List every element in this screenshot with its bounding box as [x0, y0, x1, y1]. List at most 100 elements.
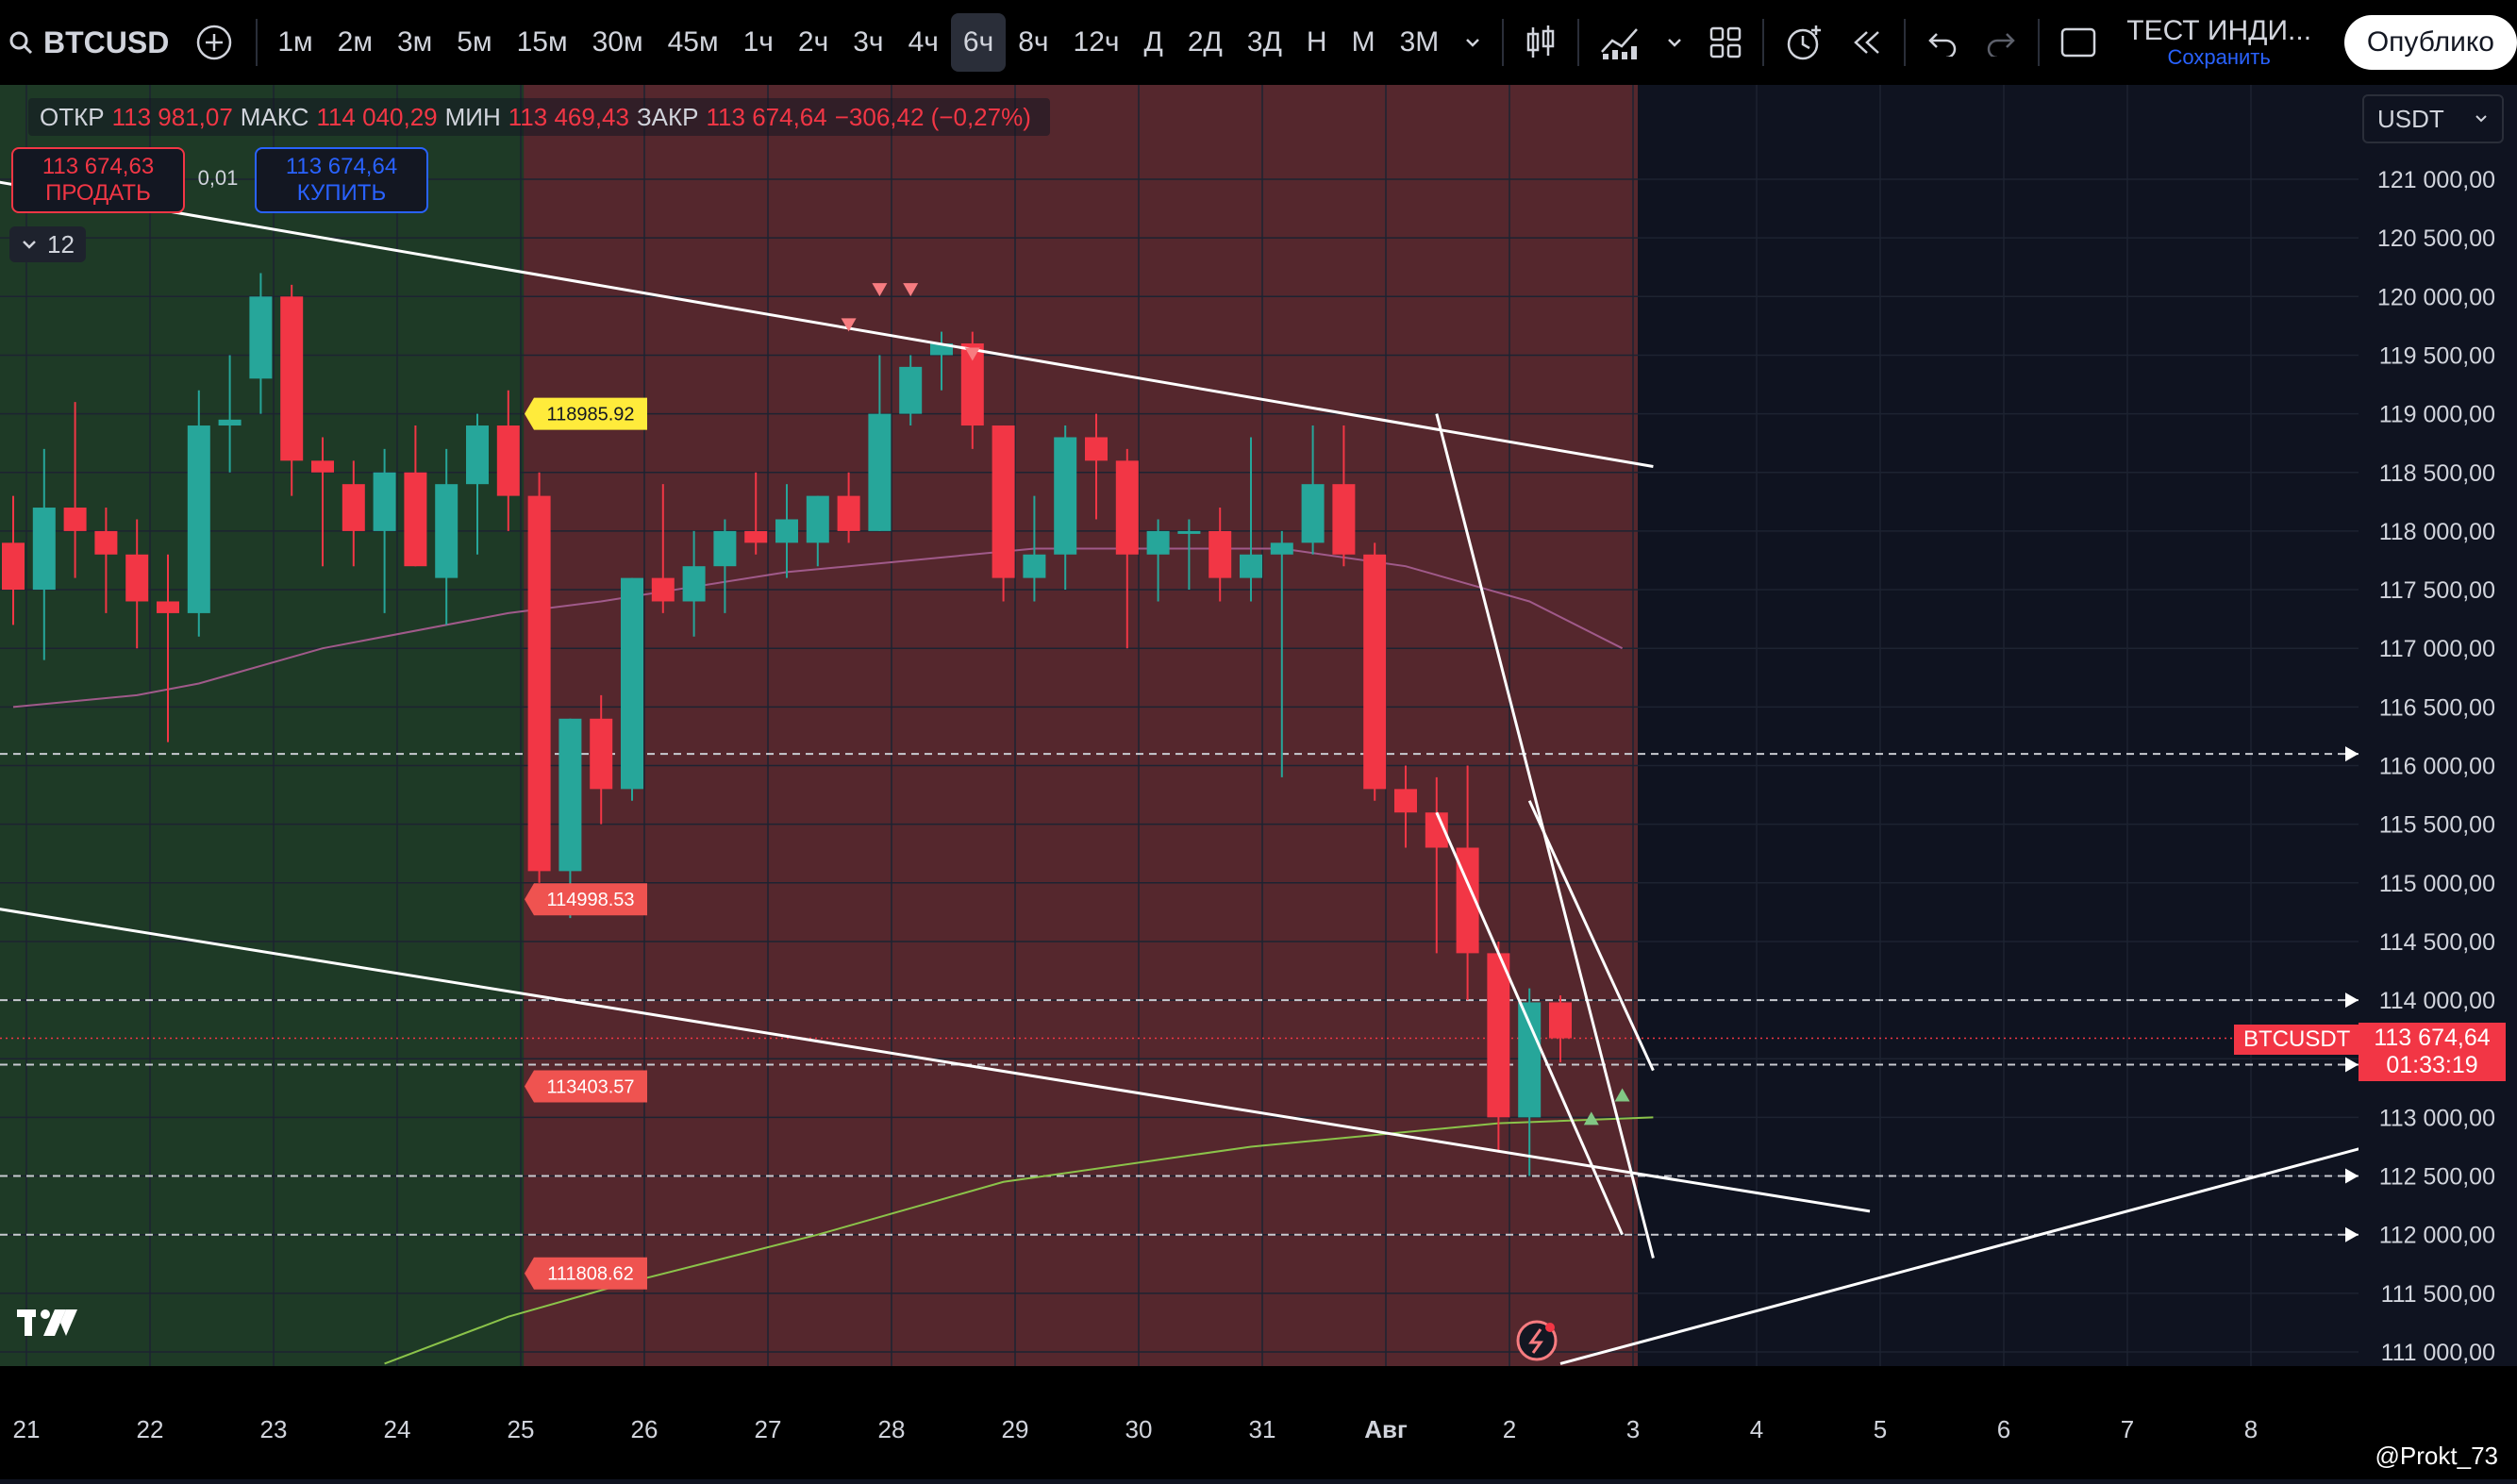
lightning-alert-icon[interactable] [1516, 1320, 1558, 1361]
indicators-toggle[interactable]: 12 [9, 226, 86, 262]
interval-10[interactable]: 4ч [908, 26, 939, 58]
interval-5[interactable]: 30м [592, 26, 643, 58]
level-handle-icon[interactable] [2345, 1168, 2359, 1184]
candle[interactable] [590, 694, 613, 825]
chevron-down-icon[interactable] [1451, 13, 1494, 72]
candle[interactable] [1301, 425, 1325, 555]
candle[interactable] [496, 390, 520, 531]
candle[interactable] [32, 448, 56, 660]
candle[interactable] [435, 448, 458, 625]
interval-15[interactable]: 2Д [1187, 26, 1223, 58]
interval-4[interactable]: 15м [516, 26, 568, 58]
interval-8[interactable]: 2ч [797, 26, 829, 58]
candle[interactable] [1115, 448, 1139, 649]
candle[interactable] [1270, 530, 1293, 777]
candle[interactable] [682, 530, 706, 637]
interval-6[interactable]: 45м [667, 26, 719, 58]
level-handle-icon[interactable] [2345, 1226, 2359, 1242]
layout-name-button[interactable]: ТЕСТ ИНДИ... Сохранить [2109, 13, 2328, 72]
candles-icon[interactable] [1511, 13, 1570, 72]
interval-0[interactable]: 1м [277, 26, 313, 58]
candle[interactable] [125, 519, 149, 649]
candle[interactable] [2, 495, 25, 625]
candle[interactable] [157, 554, 179, 742]
interval-13[interactable]: 12ч [1073, 26, 1120, 58]
publish-button[interactable]: Опублико [2343, 15, 2517, 70]
interval-7[interactable]: 1ч [742, 26, 774, 58]
fullscreen-icon[interactable] [2047, 13, 2109, 72]
redo-icon[interactable] [1972, 13, 2030, 72]
trend-line-4[interactable] [1527, 800, 1655, 1072]
sell-button[interactable]: 113 674,63 ПРОДАТЬ [11, 147, 185, 213]
candle[interactable] [651, 484, 675, 613]
candle[interactable] [1085, 413, 1108, 520]
trend-line-3[interactable] [1435, 811, 1624, 1236]
candle[interactable] [1394, 765, 1417, 848]
interval-16[interactable]: 3Д [1246, 26, 1282, 58]
candle[interactable] [744, 472, 768, 555]
price-label[interactable]: 114998.53 [525, 883, 647, 916]
candle[interactable] [373, 448, 396, 613]
indicators-icon[interactable] [1587, 13, 1653, 72]
undo-icon[interactable] [1913, 13, 1972, 72]
compare-add-icon[interactable] [182, 13, 248, 72]
price-label[interactable]: 111808.62 [525, 1257, 647, 1290]
candle[interactable] [94, 508, 118, 613]
interval-9[interactable]: 3ч [853, 26, 884, 58]
time-axis[interactable]: 21 22 23 24 25 26 27 28 29 30 31 Авг 2 3 4 5 6 7 8 [0, 1366, 2517, 1479]
buy-button[interactable]: 113 674,64 КУПИТЬ [255, 147, 428, 213]
level-handle-icon[interactable] [2345, 992, 2359, 1009]
replay-icon[interactable] [1838, 13, 1896, 72]
interval-18[interactable]: М [1351, 26, 1375, 58]
candle[interactable] [342, 460, 365, 567]
candle[interactable] [1054, 425, 1077, 591]
candle[interactable] [775, 484, 798, 578]
level-handle-icon[interactable] [2345, 746, 2359, 762]
candle[interactable] [1332, 425, 1356, 567]
candle[interactable] [899, 355, 923, 426]
save-layout-link[interactable]: Сохранить [2167, 45, 2271, 70]
interval-14[interactable]: Д [1143, 26, 1163, 58]
symbol-search-button[interactable]: BTCUSD [43, 25, 170, 59]
search-icon[interactable] [0, 13, 34, 72]
currency-select[interactable]: USDT [2362, 94, 2504, 143]
candle[interactable] [1146, 519, 1170, 602]
chevron-down-icon[interactable] [1653, 13, 1696, 72]
interval-1[interactable]: 2м [337, 26, 373, 58]
price-axis-bg[interactable] [2359, 85, 2517, 1366]
candle[interactable] [404, 425, 427, 567]
candle[interactable] [1208, 508, 1232, 602]
interval-12[interactable]: 8ч [1018, 26, 1049, 58]
candle[interactable] [187, 390, 210, 637]
candle[interactable] [837, 472, 860, 543]
candle[interactable] [311, 437, 334, 567]
moving-average-1[interactable] [384, 1116, 1654, 1365]
trend-line-1[interactable] [0, 907, 1871, 1213]
candle[interactable] [249, 273, 273, 414]
level-handle-icon[interactable] [2345, 1057, 2359, 1073]
candle[interactable] [713, 519, 737, 613]
candle[interactable] [1363, 542, 1387, 801]
interval-17[interactable]: Н [1306, 26, 1327, 58]
price-label[interactable]: 113403.57 [525, 1070, 647, 1103]
candle[interactable] [1487, 941, 1510, 1153]
alert-clock-icon[interactable] [1772, 13, 1838, 72]
candle[interactable] [1549, 995, 1572, 1063]
candle[interactable] [992, 425, 1015, 602]
candle[interactable] [1023, 495, 1046, 602]
trend-line-0[interactable] [0, 179, 1654, 469]
candle[interactable] [218, 355, 242, 473]
interval-3[interactable]: 5м [457, 26, 492, 58]
price-chart[interactable]: 118985.92 114998.53 113403.57 111808.62 12 1… [0, 85, 2517, 1366]
candle[interactable] [63, 402, 87, 578]
interval-19[interactable]: 3М [1399, 26, 1440, 58]
interval-11[interactable]: 6ч [950, 13, 1007, 72]
candle[interactable] [558, 718, 582, 919]
candle[interactable] [1177, 519, 1201, 591]
candle[interactable] [621, 577, 643, 801]
candle[interactable] [806, 495, 829, 567]
candle[interactable] [280, 284, 304, 496]
candle[interactable] [466, 413, 489, 555]
tradingview-logo-icon[interactable] [17, 1308, 79, 1338]
price-label[interactable]: 118985.92 [525, 397, 647, 430]
